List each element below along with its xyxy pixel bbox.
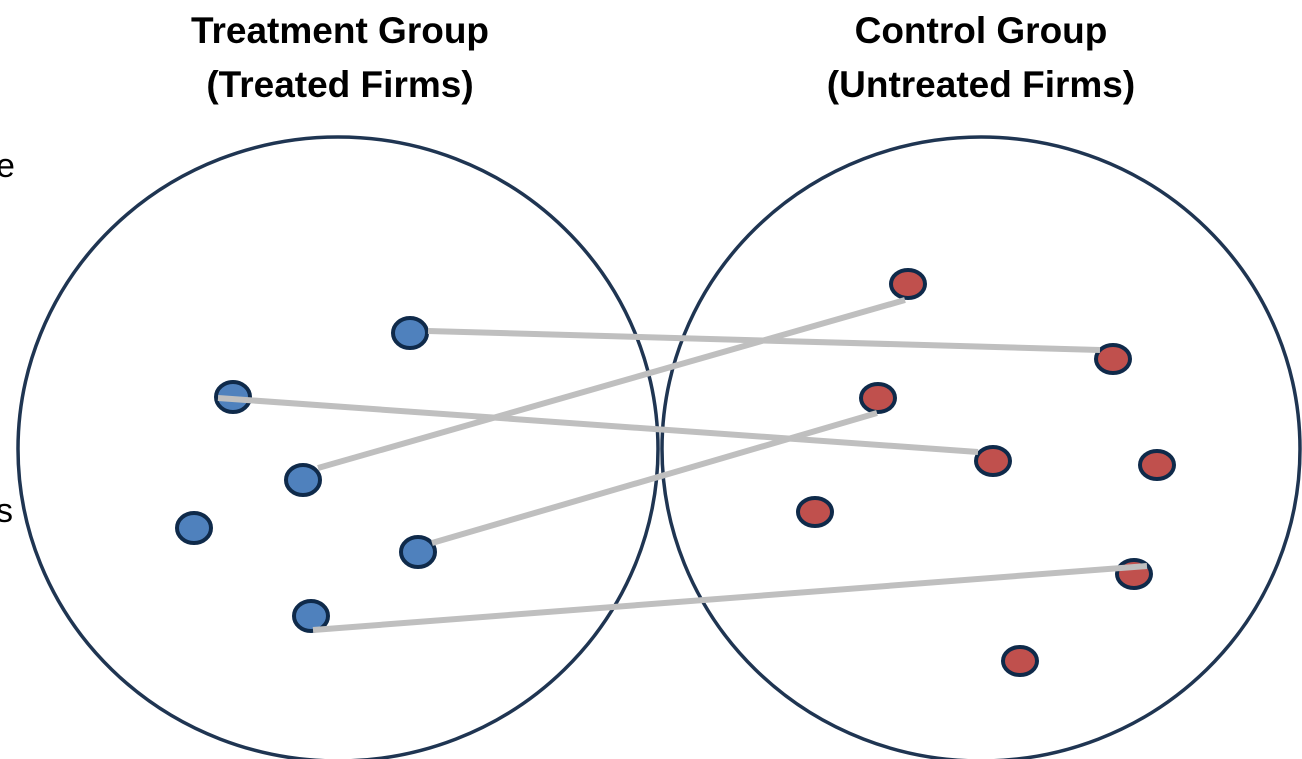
match-line (317, 297, 906, 471)
match-line (217, 395, 979, 455)
group-title: (Untreated Firms) (827, 64, 1135, 105)
control-firm (1138, 449, 1176, 481)
treated-firm (284, 463, 322, 497)
control-firm (1094, 343, 1132, 375)
control-circle (660, 135, 1302, 759)
control-firm (1001, 645, 1039, 677)
group-title: (Treated Firms) (206, 64, 473, 105)
treated-firm (175, 511, 213, 545)
treated-firm (391, 316, 429, 350)
control-firm (974, 445, 1012, 477)
match-line (312, 563, 1148, 633)
blue-dots (175, 316, 437, 633)
red-dots (796, 268, 1176, 677)
match-line (431, 410, 878, 546)
control-firm (859, 382, 897, 414)
control-firm (796, 496, 834, 528)
control-firm (889, 268, 927, 300)
cut-off-text: s (0, 492, 13, 530)
treatment-circle (16, 135, 660, 759)
cut-off-text: e (0, 147, 15, 185)
treated-firm (399, 535, 437, 569)
group-title: Control Group (855, 10, 1108, 51)
match-lines (217, 297, 1148, 633)
treated-firm (292, 599, 330, 633)
group-title: Treatment Group (191, 10, 489, 51)
